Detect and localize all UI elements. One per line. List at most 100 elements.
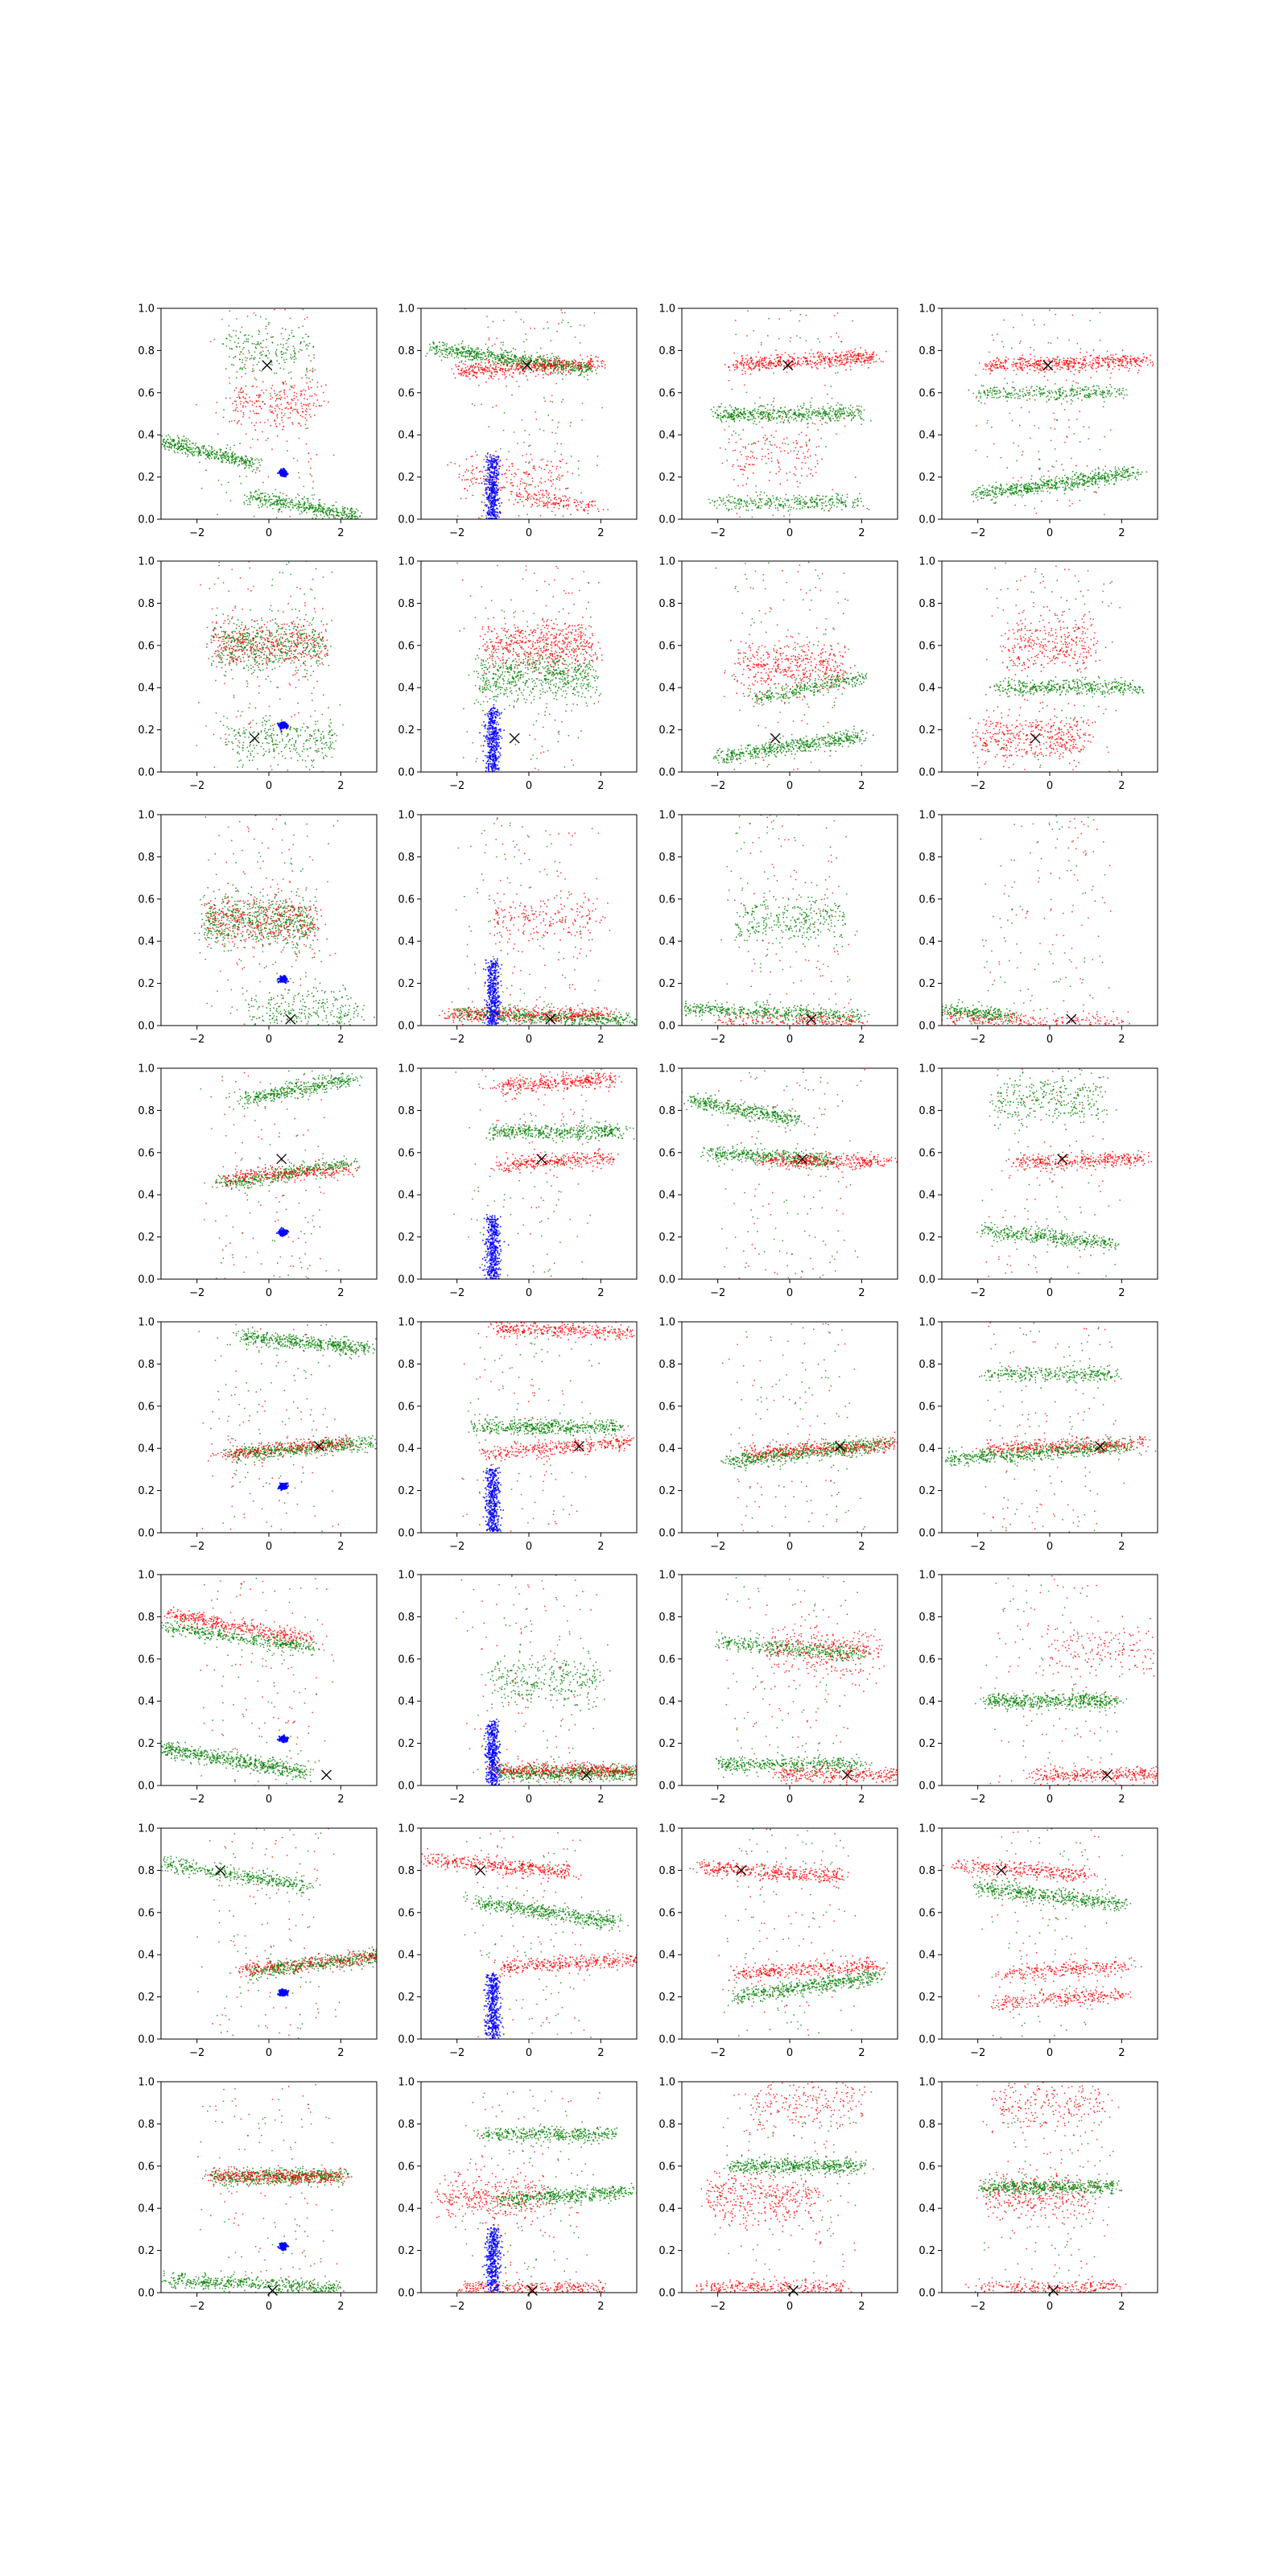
red-point bbox=[283, 426, 285, 427]
blue-point bbox=[485, 504, 487, 506]
red-point bbox=[835, 433, 837, 436]
red-point bbox=[305, 408, 308, 410]
green-point bbox=[254, 496, 256, 498]
red-point bbox=[786, 371, 788, 374]
green-point bbox=[520, 357, 522, 359]
red-point bbox=[744, 370, 746, 373]
green-point bbox=[570, 325, 572, 328]
green-point bbox=[259, 501, 262, 503]
green-point bbox=[796, 405, 799, 407]
red-point bbox=[233, 390, 236, 391]
blue-point bbox=[490, 472, 493, 474]
red-point bbox=[487, 361, 489, 364]
green-point bbox=[462, 363, 464, 365]
blue-point bbox=[493, 461, 495, 464]
blue-point bbox=[493, 500, 495, 502]
green-point bbox=[556, 426, 559, 428]
green-point bbox=[752, 443, 754, 444]
green-point bbox=[260, 351, 262, 353]
red-point bbox=[790, 336, 792, 339]
red-point bbox=[741, 357, 744, 359]
green-point bbox=[210, 452, 213, 454]
blue-point bbox=[486, 459, 489, 461]
red-point bbox=[510, 365, 513, 368]
red-point bbox=[489, 364, 492, 366]
green-point bbox=[748, 415, 750, 418]
red-point bbox=[296, 410, 298, 412]
red-point bbox=[831, 357, 833, 359]
red-point bbox=[560, 361, 563, 364]
green-point bbox=[249, 358, 251, 360]
green-point bbox=[744, 416, 746, 419]
red-point bbox=[751, 359, 753, 361]
green-point bbox=[826, 393, 828, 395]
red-point bbox=[485, 475, 487, 477]
blue-point bbox=[494, 517, 497, 519]
red-point bbox=[488, 369, 490, 371]
red-point bbox=[588, 501, 591, 503]
red-point bbox=[539, 466, 541, 469]
red-point bbox=[525, 498, 526, 501]
red-point bbox=[538, 499, 540, 502]
red-point bbox=[559, 500, 562, 502]
green-point bbox=[436, 345, 438, 347]
green-point bbox=[258, 459, 260, 461]
red-point bbox=[767, 365, 770, 367]
red-point bbox=[492, 367, 494, 369]
green-point bbox=[350, 515, 353, 518]
green-point bbox=[239, 457, 242, 460]
red-point bbox=[587, 504, 589, 506]
red-point bbox=[473, 374, 475, 377]
green-point bbox=[580, 361, 582, 364]
y-tick-label: 0.0 bbox=[138, 514, 155, 526]
green-point bbox=[455, 347, 457, 349]
red-point bbox=[517, 359, 519, 361]
red-point bbox=[308, 414, 311, 416]
green-point bbox=[348, 512, 350, 514]
red-point bbox=[545, 365, 547, 367]
blue-point bbox=[490, 503, 493, 506]
red-point bbox=[790, 365, 792, 368]
green-point bbox=[259, 353, 261, 354]
red-point bbox=[741, 374, 744, 375]
red-point bbox=[793, 358, 795, 360]
x-tick-label: −2 bbox=[449, 527, 464, 539]
green-point bbox=[436, 353, 438, 354]
red-point bbox=[522, 370, 524, 373]
green-point bbox=[565, 369, 567, 372]
red-point bbox=[547, 502, 550, 504]
green-point bbox=[550, 357, 552, 359]
green-point bbox=[500, 347, 502, 349]
red-point bbox=[242, 405, 244, 407]
green-point bbox=[470, 355, 473, 357]
red-point bbox=[467, 365, 469, 368]
red-point bbox=[528, 359, 530, 361]
blue-point bbox=[489, 510, 491, 513]
green-point bbox=[829, 410, 832, 412]
red-point bbox=[556, 357, 559, 359]
red-point bbox=[555, 503, 557, 506]
green-point bbox=[819, 412, 822, 415]
green-point bbox=[335, 507, 337, 510]
red-point bbox=[242, 414, 245, 416]
blue-point bbox=[488, 481, 490, 484]
green-point bbox=[740, 417, 742, 419]
red-point bbox=[777, 361, 778, 364]
green-point bbox=[275, 349, 278, 351]
green-point bbox=[231, 348, 233, 350]
green-point bbox=[315, 506, 317, 509]
red-point bbox=[539, 369, 541, 371]
red-point bbox=[308, 460, 310, 463]
red-point bbox=[860, 353, 862, 355]
green-point bbox=[316, 514, 317, 516]
red-point bbox=[588, 506, 589, 508]
red-point bbox=[825, 357, 827, 359]
red-point bbox=[797, 361, 799, 363]
green-point bbox=[254, 357, 256, 359]
red-point bbox=[306, 370, 308, 373]
red-point bbox=[295, 395, 298, 398]
green-point bbox=[773, 398, 775, 399]
blue-point bbox=[490, 495, 493, 497]
green-point bbox=[355, 508, 357, 510]
red-point bbox=[274, 392, 276, 394]
